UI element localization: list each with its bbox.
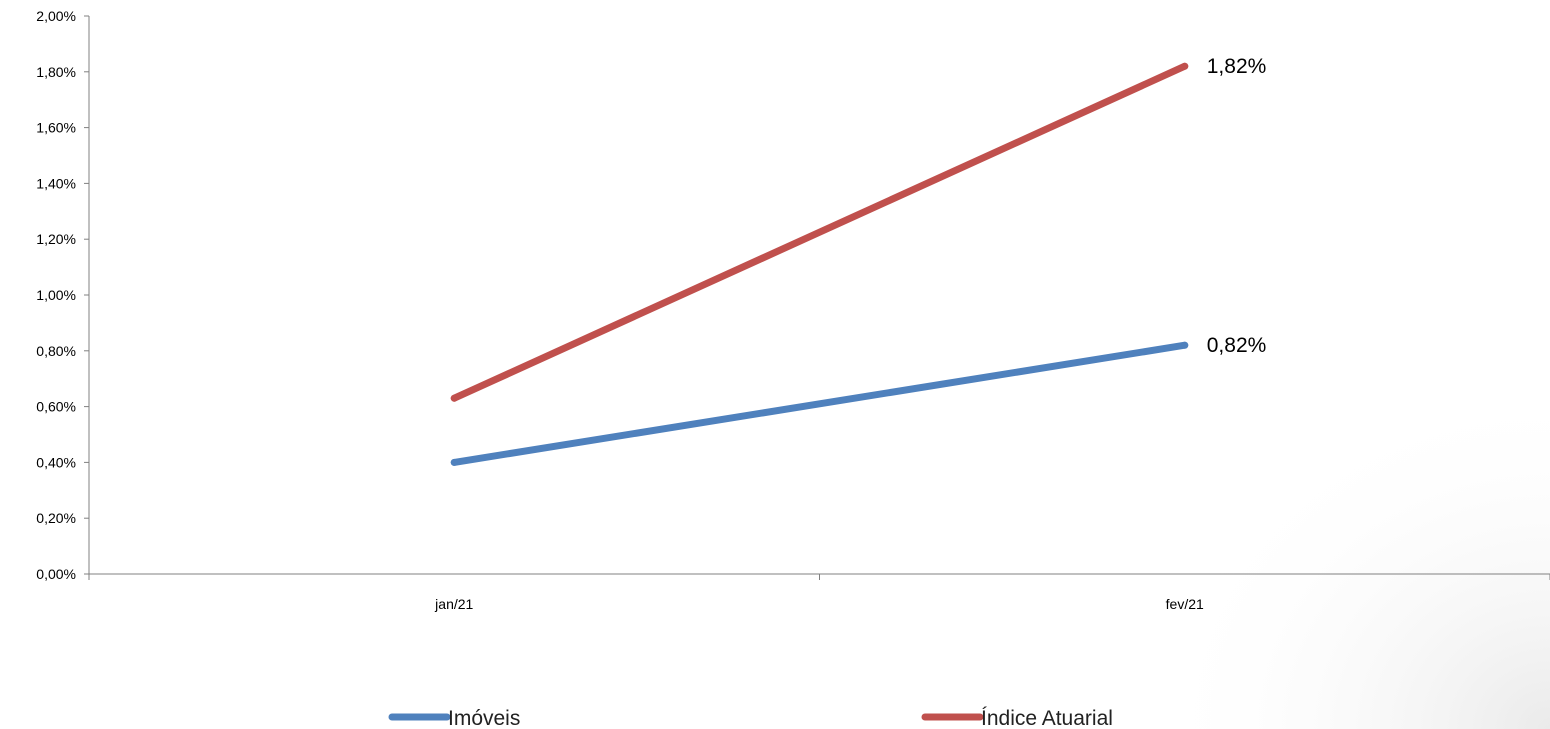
legend: Imóveis Índice Atuarial xyxy=(388,707,1113,729)
y-tick-label: 1,80% xyxy=(36,64,76,80)
series-line-0 xyxy=(450,341,1189,466)
y-tick-label: 0,40% xyxy=(36,454,76,470)
x-tick-label: fev/21 xyxy=(1166,596,1204,612)
series-point xyxy=(450,394,458,402)
axes: 0,00% 0,20% 0,40% 0,60% 0,80% 1,00% 1,20% 1,40%… xyxy=(36,8,1550,612)
background-shade xyxy=(1150,380,1550,729)
data-label: 0,82% xyxy=(1207,334,1267,357)
x-tick-label: jan/21 xyxy=(434,596,473,612)
y-tick-label: 1,40% xyxy=(36,175,76,191)
series-point xyxy=(1181,62,1189,70)
series-layer xyxy=(450,62,1189,466)
y-tick-label: 0,60% xyxy=(36,399,76,415)
legend-label: Índice Atuarial xyxy=(981,707,1113,729)
series-point xyxy=(1181,341,1189,349)
y-tick-label: 1,60% xyxy=(36,120,76,136)
y-tick-label: 0,00% xyxy=(36,566,76,582)
y-tick-label: 1,20% xyxy=(36,231,76,247)
data-labels: 0,82% 1,82% xyxy=(1207,55,1267,357)
y-tick-label: 1,00% xyxy=(36,287,76,303)
y-tick-label: 0,20% xyxy=(36,510,76,526)
series-line-1 xyxy=(450,62,1189,402)
legend-label: Imóveis xyxy=(448,707,520,729)
series-point xyxy=(450,458,458,466)
y-tick-label: 0,80% xyxy=(36,343,76,359)
data-label: 1,82% xyxy=(1207,55,1267,78)
y-tick-label: 2,00% xyxy=(36,8,76,24)
